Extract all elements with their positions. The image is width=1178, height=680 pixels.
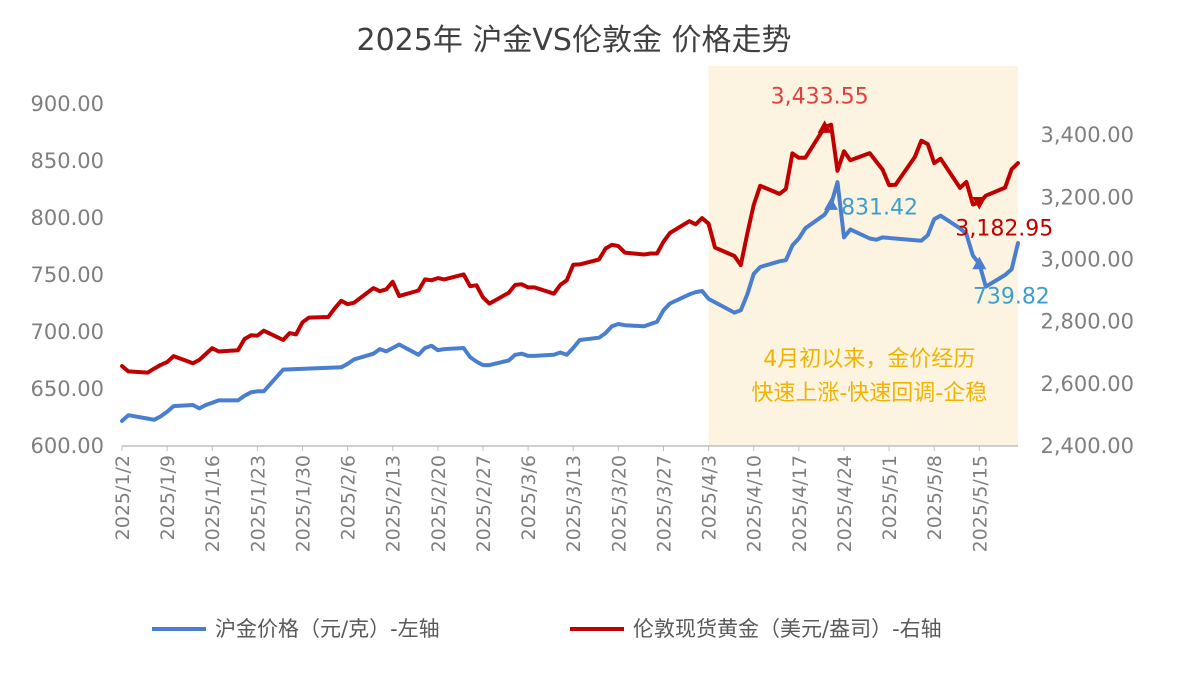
x-tick-label: 2025/3/20 (608, 455, 630, 552)
x-tick-label: 2025/5/15 (969, 455, 991, 552)
highlight-note-line: 快速上涨-快速回调-企稳 (751, 381, 987, 406)
annotation-peak-shanghai-label: 831.42 (841, 195, 918, 220)
x-tick-label: 2025/3/13 (563, 455, 585, 552)
x-tick-label: 2025/1/30 (292, 455, 314, 552)
annotation-peak-shanghai-marker (824, 197, 839, 210)
annotation-peak-london-marker (817, 120, 832, 133)
y-left-tick-label: 800.00 (31, 206, 104, 230)
y-right-tick-label: 2,600.00 (1040, 372, 1134, 396)
annotation-low-london-label: 3,182.95 (955, 217, 1053, 242)
annotation-peak-london-label: 3,433.55 (771, 84, 869, 109)
x-tick-label: 2025/3/6 (518, 455, 540, 540)
annotation-low-london-marker (972, 196, 987, 210)
y-left-tick-label: 650.00 (31, 377, 104, 401)
highlight-note-line: 4月初以来，金价经历 (763, 347, 975, 372)
y-right-tick-label: 2,400.00 (1040, 434, 1134, 458)
x-tick-label: 2025/5/8 (924, 455, 946, 540)
y-left-tick-label: 750.00 (31, 263, 104, 287)
x-tick-label: 2025/4/10 (744, 455, 766, 552)
y-right-tick-label: 2,800.00 (1040, 310, 1134, 334)
annotation-low-shanghai-label: 739.82 (973, 285, 1050, 310)
legend-label-london: 伦敦现货黄金（美元/盎司）-右轴 (633, 617, 942, 641)
y-left-tick-label: 900.00 (31, 92, 104, 116)
annotation-low-shanghai-marker (972, 256, 987, 270)
y-left-tick-label: 850.00 (31, 149, 104, 173)
x-tick-label: 2025/2/6 (338, 455, 360, 540)
x-tick-label: 2025/1/23 (247, 455, 269, 552)
legend-label-shanghai: 沪金价格（元/克）-左轴 (215, 617, 440, 641)
x-tick-label: 2025/3/27 (653, 455, 675, 552)
x-tick-label: 2025/2/27 (473, 455, 495, 552)
series-line-shanghai (120, 180, 1020, 423)
y-right-tick-label: 3,000.00 (1040, 247, 1134, 271)
y-right-tick-label: 3,200.00 (1040, 185, 1134, 209)
chart-title: 2025年 沪金VS伦敦金 价格走势 (357, 23, 792, 58)
x-tick-label: 2025/2/13 (383, 455, 405, 552)
x-tick-label: 2025/1/9 (157, 455, 179, 540)
x-tick-label: 2025/2/20 (428, 455, 450, 552)
series-line-london (120, 122, 1020, 375)
x-tick-label: 2025/4/24 (834, 455, 856, 552)
y-left-tick-label: 700.00 (31, 320, 104, 344)
x-tick-label: 2025/4/3 (699, 455, 721, 540)
x-tick-label: 2025/5/1 (879, 455, 901, 540)
x-tick-label: 2025/1/16 (202, 455, 224, 552)
x-tick-label: 2025/1/2 (112, 455, 134, 540)
x-tick-label: 2025/4/17 (789, 455, 811, 552)
y-right-tick-label: 3,400.00 (1040, 123, 1134, 147)
highlight-region (708, 66, 1018, 446)
y-left-tick-label: 600.00 (31, 434, 104, 458)
